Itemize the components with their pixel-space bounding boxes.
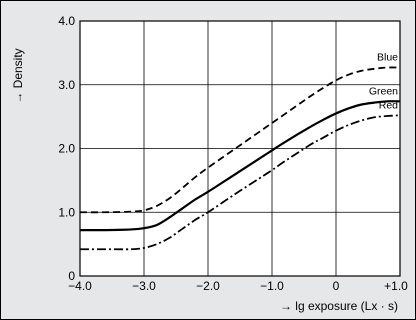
x-tick-label: −1.0	[260, 279, 284, 293]
x-tick-label: −2.0	[196, 279, 220, 293]
x-axis-title: → lg exposure (Lx · s)	[280, 299, 398, 313]
series-line-blue	[79, 66, 401, 214]
y-tick-label: 3.0	[58, 78, 75, 92]
x-tick-label: +1.0	[384, 279, 408, 293]
series-line-red	[80, 114, 401, 251]
y-tick-labels: 0 1.0 2.0 3.0 4.0	[58, 14, 75, 283]
y-axis-title: → Density	[11, 48, 25, 103]
series-label-blue: Blue	[377, 52, 398, 64]
y-tick-label: 4.0	[58, 14, 75, 28]
x-tick-label: −4.0	[68, 279, 92, 293]
series-group	[79, 66, 401, 251]
y-tick-label: 2.0	[58, 142, 75, 156]
series-label-red: Red	[379, 99, 398, 111]
y-tick-label: 1.0	[58, 205, 75, 219]
y-tick-label: 0	[68, 269, 75, 283]
x-tick-label: −3.0	[132, 279, 156, 293]
series-label-green: Green	[369, 85, 398, 97]
grid-lines	[80, 21, 400, 276]
x-tick-label: 0	[333, 279, 340, 293]
series-line-green	[79, 100, 401, 232]
series-labels: Blue Green Red	[369, 52, 398, 112]
x-tick-labels: −4.0 −3.0 −2.0 −1.0 0 +1.0	[68, 279, 408, 293]
